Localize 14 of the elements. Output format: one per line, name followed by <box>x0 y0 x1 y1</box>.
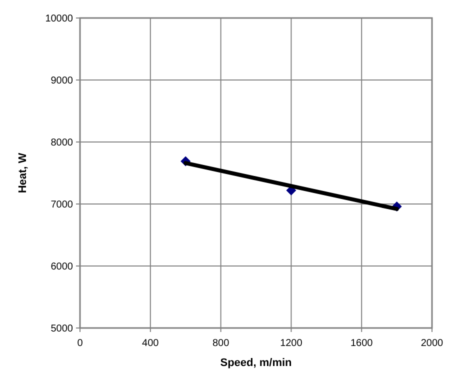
x-tick-label: 400 <box>142 338 160 349</box>
y-tick-label: 6000 <box>50 262 74 272</box>
y-axis-title: Heat, W <box>17 152 29 194</box>
x-tick-label: 1600 <box>350 338 374 349</box>
x-tick-label: 800 <box>212 338 230 349</box>
y-tick-label: 7000 <box>50 200 74 210</box>
x-tick-label: 2000 <box>420 338 444 349</box>
y-tick-label: 9000 <box>50 76 74 86</box>
x-tick-label: 0 <box>77 338 84 349</box>
y-tick-label: 5000 <box>50 324 74 334</box>
x-axis-title: Speed, m/min <box>220 357 292 369</box>
y-tick-label: 10000 <box>45 14 74 24</box>
y-tick-label: 8000 <box>50 138 74 148</box>
x-tick-label: 1200 <box>280 338 303 349</box>
